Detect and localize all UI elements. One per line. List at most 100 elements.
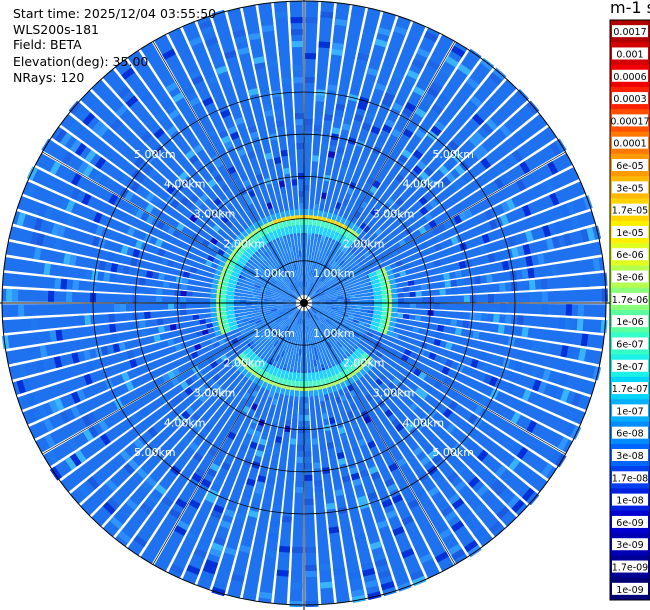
ray-52 [22, 305, 297, 425]
colorbar-label-box [612, 248, 648, 261]
colorbar-label: 6e-05 [616, 161, 643, 172]
range-ring-label: 4.00km [403, 178, 445, 191]
ray-107 [310, 114, 548, 299]
colorbar-label-box [612, 538, 648, 551]
colorbar-label: 6e-06 [616, 250, 643, 261]
colorbar-label: 1e-07 [616, 406, 643, 417]
range-ring-label: 3.00km [373, 387, 415, 400]
colorbar-label-box [612, 382, 648, 395]
start-time: Start time: 2025/12/04 03:55:50 [13, 6, 217, 21]
colorbar-label: 1e-05 [616, 228, 643, 239]
colorbar-label-box [612, 359, 648, 372]
range-ring-label: 1.00km [313, 327, 355, 340]
azimuth-spoke [42, 302, 305, 455]
colorbar-label-box [612, 159, 648, 171]
colorbar-label: 0.0017 [613, 27, 646, 38]
nrays: NRays: 120 [13, 70, 85, 85]
ray-12 [310, 307, 548, 492]
azimuth-spoke [152, 41, 305, 304]
colorbar-label: 6e-09 [616, 518, 643, 529]
range-ring-label: 1.00km [313, 267, 355, 280]
range-ring-label: 2.00km [343, 357, 385, 370]
range-ring-label: 1.00km [253, 267, 295, 280]
ray-51 [28, 306, 297, 439]
range-ring-label: 4.00km [403, 416, 445, 429]
colorbar-title: m-1 sr-1 [610, 0, 650, 17]
azimuth-spoke [152, 302, 305, 565]
range-ring-label: 3.00km [373, 207, 415, 220]
colorbar-label-box [612, 181, 648, 194]
range-ring-label: 3.00km [194, 207, 236, 220]
colorbar-label-box [612, 426, 648, 439]
colorbar-label-box [612, 92, 648, 105]
colorbar-label: 1.7e-09 [612, 563, 648, 574]
azimuth-spoke [303, 151, 566, 304]
range-ring-label: 2.00km [224, 357, 266, 370]
ray-48 [51, 307, 298, 480]
colorbar-label-box [612, 69, 648, 82]
colorbar-label: 3e-06 [616, 273, 643, 284]
field-name: Field: BETA [13, 37, 82, 52]
colorbar-label: 6e-08 [616, 429, 643, 440]
range-ring-label: 5.00km [432, 446, 474, 459]
azimuth-spoke [303, 302, 566, 455]
colorbar-label: 1.7e-08 [612, 473, 648, 484]
colorbar-label-box [612, 136, 648, 149]
ray-103 [309, 69, 506, 297]
ray-data [1, 1, 608, 607]
colorbar-label-box [612, 47, 648, 60]
colorbar-label-box [612, 292, 648, 305]
colorbar-label-box [612, 582, 648, 595]
range-ring-label: 5.00km [134, 148, 176, 161]
azimuth-spoke [42, 151, 305, 304]
range-ring-label: 4.00km [164, 178, 206, 191]
elevation: Elevation(deg): 35.00 [13, 54, 149, 69]
colorbar-label: 1e-06 [616, 317, 643, 328]
colorbar-label-box [612, 449, 648, 461]
colorbar-label: 1.7e-05 [612, 206, 648, 217]
range-grid [0, 0, 610, 610]
device-name: WLS200s-181 [13, 22, 99, 37]
colorbar-label-box [612, 471, 648, 484]
colorbar-label: 1e-09 [616, 585, 643, 596]
range-ring-label: 5.00km [432, 148, 474, 161]
colorbar-label-box [612, 560, 648, 573]
azimuth-spoke [303, 302, 456, 565]
colorbar-label: 0.0001 [613, 139, 646, 150]
colorbar-label: 0.0003 [613, 94, 646, 105]
colorbar-label-box [612, 225, 648, 238]
range-ring-label: 4.00km [164, 416, 206, 429]
colorbar-label: 6e-07 [616, 339, 643, 350]
colorbar-label: 1.7e-07 [612, 384, 648, 395]
ray-104 [309, 79, 517, 298]
colorbar-label-box [612, 25, 648, 38]
ray-111 [311, 167, 580, 300]
colorbar-label: 3e-05 [616, 183, 643, 194]
range-ring-label: 5.00km [134, 446, 176, 459]
azimuth-spoke [303, 41, 456, 304]
colorbar-label: 3e-07 [616, 362, 643, 373]
colorbar-label-box [612, 493, 648, 506]
colorbar-label: 1.7e-06 [612, 295, 648, 306]
range-ring-label: 2.00km [343, 237, 385, 250]
colorbar-label-box [612, 315, 648, 328]
colorbar-label-box [612, 404, 648, 417]
colorbar-label: 3e-08 [616, 451, 643, 462]
colorbar-label: 0.001 [616, 49, 643, 60]
range-ring-label: 2.00km [224, 237, 266, 250]
colorbar-frame [609, 19, 650, 601]
range-ring-labels: 1.00km 1.00km 1.00km 1.00km 2.00km 2.00km 2.00… [134, 148, 474, 459]
colorbar-label-box [612, 114, 648, 127]
colorbar-label-box [612, 337, 648, 350]
colorbar-label-box [612, 203, 648, 216]
colorbar: 0.0017 0.001 0.0006 0.0003 0.00017 0.0001 6e-0… [609, 19, 650, 601]
colorbar-label: 1e-08 [616, 496, 643, 507]
range-ring-label: 1.00km [253, 327, 295, 340]
colorbar-label: 0.0006 [613, 72, 646, 83]
colorbar-label-box [612, 515, 648, 528]
colorbar-label: 0.00017 [610, 116, 649, 127]
colorbar-label: 3e-09 [616, 540, 643, 551]
ray-108 [310, 126, 557, 299]
range-ring-label: 3.00km [194, 387, 236, 400]
